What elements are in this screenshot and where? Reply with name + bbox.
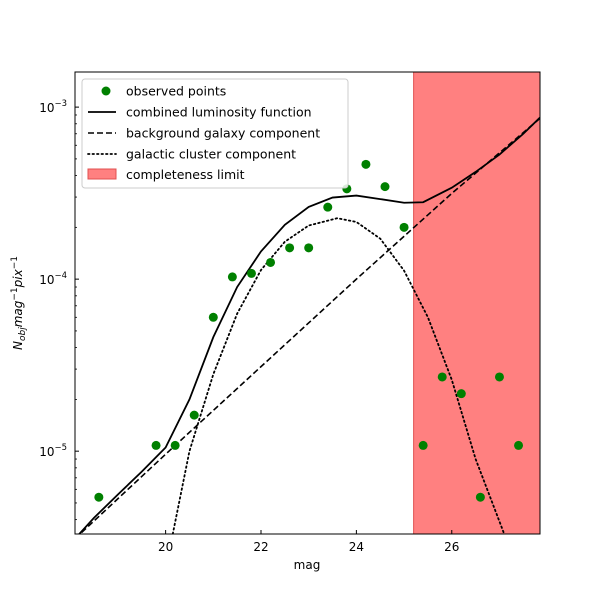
legend-label-observed-points: observed points: [126, 84, 226, 99]
legend-label-cluster: galactic cluster component: [126, 147, 296, 162]
y-tick-label-2: 10−3: [39, 99, 67, 115]
x-tick-label-24: 24: [349, 540, 364, 554]
observed-point-11: [323, 202, 333, 212]
observed-point-18: [456, 389, 466, 399]
observed-point-10: [304, 243, 314, 253]
x-tick-label-22: 22: [253, 540, 268, 554]
legend-label-completeness: completeness limit: [126, 167, 245, 182]
observed-points: [94, 159, 524, 502]
observed-point-13: [361, 159, 371, 169]
observed-point-8: [266, 257, 276, 267]
observed-point-17: [437, 372, 447, 382]
background-galaxy-component-line: [78, 117, 540, 534]
combined-luminosity-function-line: [78, 116, 540, 534]
observed-point-4: [189, 410, 199, 420]
y-axis-label: Nobjmag−1pix−1: [10, 256, 28, 350]
observed-point-21: [514, 440, 524, 450]
legend-label-background: background galaxy component: [126, 126, 320, 141]
legend-label-combined: combined luminosity function: [126, 105, 312, 120]
x-tick-label-20: 20: [158, 540, 173, 554]
observed-point-2: [151, 440, 161, 450]
y-tick-label-1: 10−4: [39, 271, 67, 287]
x-axis-label: mag: [294, 558, 321, 572]
observed-point-7: [246, 268, 256, 278]
observed-point-15: [399, 222, 409, 232]
completeness-limit-band: [413, 72, 540, 534]
legend: observed points combined luminosity func…: [81, 78, 349, 189]
plot-frame: [74, 71, 541, 535]
observed-point-16: [418, 440, 428, 450]
axis-ticks: 20 22 24 26 10−5 10−4 10−3: [39, 99, 459, 554]
legend-marker-observed-points: [101, 86, 111, 96]
observed-point-9: [285, 243, 295, 253]
observed-point-3: [170, 440, 180, 450]
galactic-cluster-component-line: [171, 217, 506, 534]
observed-point-20: [494, 372, 504, 382]
observed-point-5: [208, 312, 218, 322]
observed-point-19: [475, 492, 485, 502]
x-tick-label-26: 26: [444, 540, 459, 554]
legend-patch-completeness: [87, 168, 117, 180]
observed-point-6: [227, 272, 237, 282]
y-tick-label-0: 10−5: [39, 443, 67, 459]
legend-box: [81, 78, 349, 189]
observed-point-1: [94, 492, 104, 502]
observed-point-14: [380, 182, 390, 192]
